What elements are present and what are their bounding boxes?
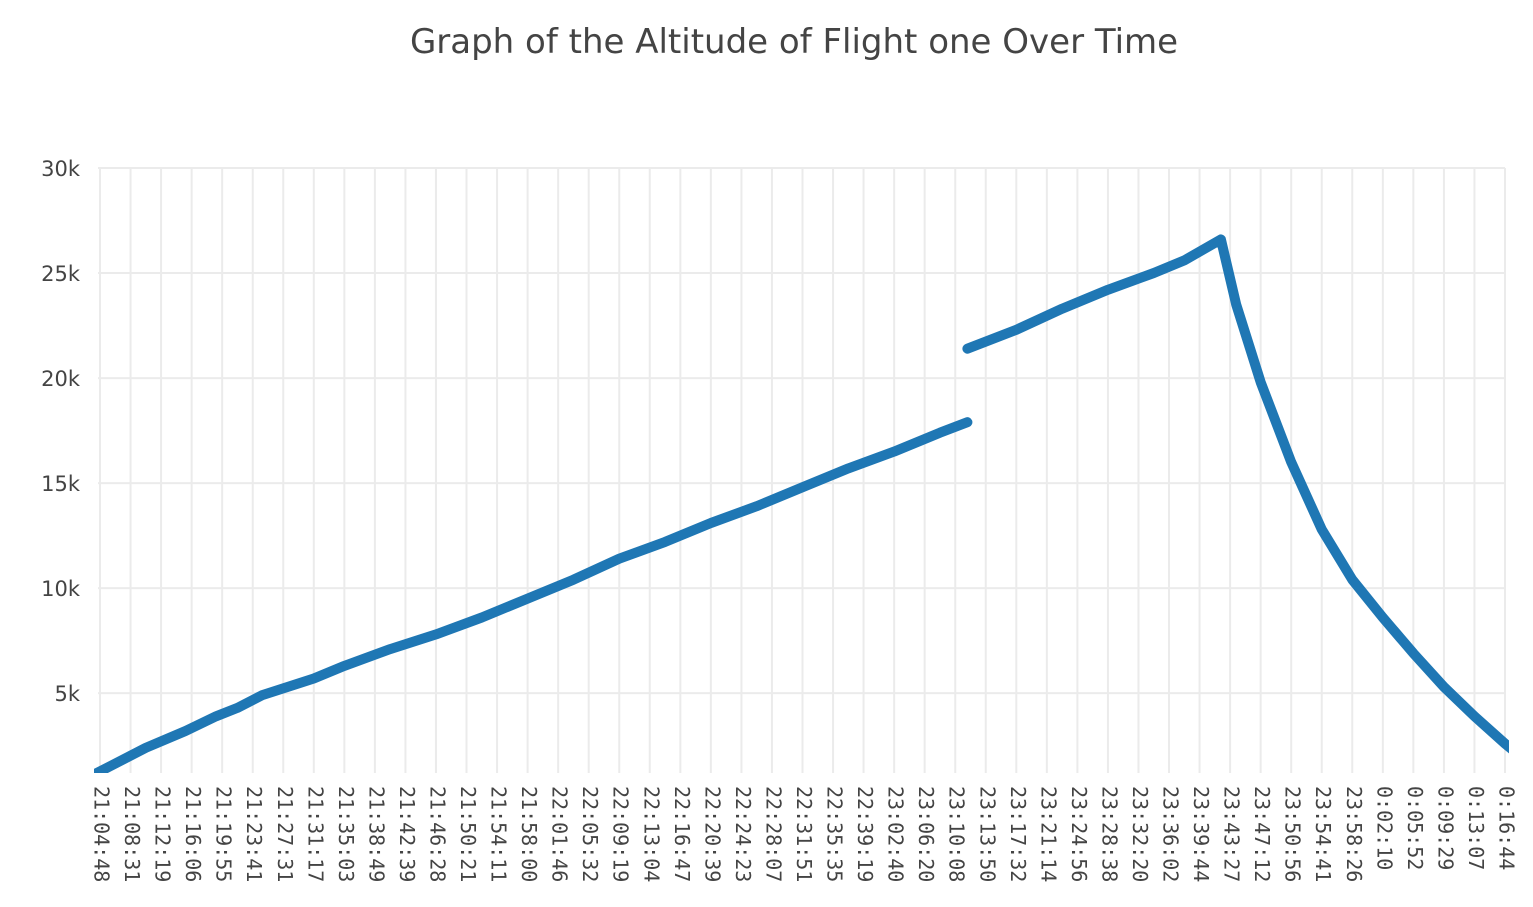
x-tick-label: 21:12:19	[151, 786, 175, 882]
x-tick-label: 23:43:27	[1220, 786, 1244, 882]
x-axis: 21:04:48 21:08:31 21:12:19 21:16:06 21:19:55…	[90, 786, 1519, 882]
x-tick-label: 23:10:08	[945, 786, 969, 882]
x-tick-label: 21:27:31	[273, 786, 297, 882]
chart-title: Graph of the Altitude of Flight one Over…	[409, 22, 1179, 62]
x-tick-label: 23:50:56	[1281, 786, 1305, 882]
x-tick-label: 22:16:47	[670, 786, 694, 882]
x-tick-label: 23:47:12	[1250, 786, 1274, 882]
x-tick-label: 21:46:28	[425, 786, 449, 882]
grid-layer	[98, 167, 1506, 773]
x-tick-label: 22:20:39	[700, 786, 724, 882]
x-tick-label: 23:13:50	[975, 786, 999, 882]
x-tick-label: 22:35:35	[823, 786, 847, 882]
series-layer	[94, 234, 1509, 773]
y-tick-label: 20k	[41, 367, 81, 391]
x-tick-label: 23:54:41	[1311, 786, 1335, 882]
x-tick-label: 0:05:52	[1403, 786, 1427, 870]
x-tick-label: 0:16:44	[1495, 786, 1519, 870]
x-tick-label: 23:02:40	[884, 786, 908, 882]
x-tick-label: 0:13:07	[1464, 786, 1488, 870]
x-tick-label: 22:24:23	[731, 786, 755, 882]
x-tick-label: 22:39:19	[853, 786, 877, 882]
x-tick-label: 22:13:04	[639, 786, 663, 882]
series-line-segment	[962, 234, 1509, 754]
series-line-segment	[94, 417, 973, 773]
y-axis: 5k 10k 15k 20k 25k 30k	[41, 157, 81, 706]
x-tick-label: 21:50:21	[456, 786, 480, 882]
x-tick-label: 21:42:39	[395, 786, 419, 882]
x-tick-label: 21:35:03	[334, 786, 358, 882]
x-tick-label: 22:28:07	[761, 786, 785, 882]
y-tick-label: 10k	[41, 577, 81, 601]
x-tick-label: 21:38:49	[364, 786, 388, 882]
x-tick-label: 21:23:41	[242, 786, 266, 882]
x-tick-label: 21:58:00	[517, 786, 541, 882]
x-tick-label: 23:24:56	[1067, 786, 1091, 882]
x-tick-label: 0:02:10	[1372, 786, 1396, 870]
x-tick-label: 21:31:17	[303, 786, 327, 882]
x-tick-label: 0:09:29	[1433, 786, 1457, 870]
x-tick-label: 23:32:20	[1128, 786, 1152, 882]
y-tick-label: 25k	[41, 262, 81, 286]
x-tick-label: 23:58:26	[1342, 786, 1366, 882]
y-tick-label: 15k	[41, 472, 81, 496]
x-tick-label: 23:17:32	[1006, 786, 1030, 882]
y-tick-label: 30k	[41, 157, 81, 181]
x-tick-label: 23:36:02	[1159, 786, 1183, 882]
x-tick-label: 21:16:06	[181, 786, 205, 882]
x-tick-label: 22:05:32	[578, 786, 602, 882]
x-tick-label: 22:01:46	[548, 786, 572, 882]
x-tick-label: 22:31:51	[792, 786, 816, 882]
x-tick-label: 23:39:44	[1189, 786, 1213, 882]
x-tick-label: 21:04:48	[90, 786, 114, 882]
x-tick-label: 23:21:14	[1036, 786, 1060, 882]
x-tick-label: 22:09:19	[609, 786, 633, 882]
x-tick-label: 23:28:38	[1097, 786, 1121, 882]
y-tick-label: 5k	[54, 682, 80, 706]
x-tick-label: 23:06:20	[914, 786, 938, 882]
x-tick-label: 21:54:11	[487, 786, 511, 882]
x-tick-label: 21:08:31	[120, 786, 144, 882]
x-tick-label: 21:19:55	[212, 786, 236, 882]
